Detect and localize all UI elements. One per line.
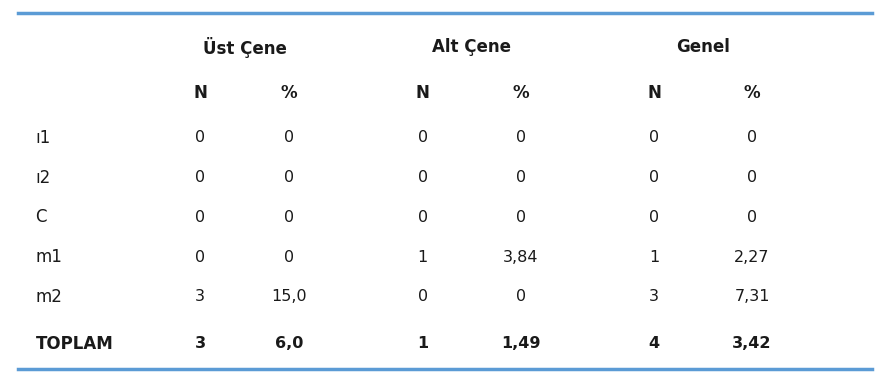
Text: Genel: Genel (676, 38, 730, 56)
Text: 0: 0 (284, 210, 295, 225)
Text: 15,0: 15,0 (271, 289, 307, 304)
Text: 0: 0 (515, 170, 526, 185)
Text: Üst Çene: Üst Çene (203, 37, 287, 58)
Text: N: N (647, 84, 661, 102)
Text: 0: 0 (417, 130, 428, 146)
Text: 3,42: 3,42 (732, 336, 772, 352)
Text: 0: 0 (195, 249, 206, 265)
Text: 0: 0 (284, 130, 295, 146)
Text: 3: 3 (195, 336, 206, 352)
Text: 0: 0 (515, 289, 526, 304)
Text: 0: 0 (515, 210, 526, 225)
Text: 1: 1 (417, 336, 428, 352)
Text: 4: 4 (649, 336, 659, 352)
Text: Alt Çene: Alt Çene (433, 38, 511, 56)
Text: 0: 0 (417, 289, 428, 304)
Text: 3,84: 3,84 (503, 249, 538, 265)
Text: 1,49: 1,49 (501, 336, 540, 352)
Text: ı1: ı1 (36, 129, 51, 147)
Text: %: % (281, 84, 297, 102)
Text: 7,31: 7,31 (734, 289, 770, 304)
Text: TOPLAM: TOPLAM (36, 335, 113, 353)
Text: 0: 0 (747, 210, 757, 225)
Text: 3: 3 (649, 289, 659, 304)
Text: 2,27: 2,27 (734, 249, 770, 265)
Text: 0: 0 (417, 170, 428, 185)
Text: 1: 1 (417, 249, 428, 265)
Text: 6,0: 6,0 (275, 336, 303, 352)
Text: 0: 0 (284, 170, 295, 185)
Text: %: % (744, 84, 760, 102)
Text: 0: 0 (195, 210, 206, 225)
Text: C: C (36, 208, 47, 226)
Text: 0: 0 (515, 130, 526, 146)
Text: 3: 3 (195, 289, 206, 304)
Text: 0: 0 (284, 249, 295, 265)
Text: N: N (416, 84, 430, 102)
Text: m1: m1 (36, 248, 62, 266)
Text: ı2: ı2 (36, 169, 51, 187)
Text: 0: 0 (747, 130, 757, 146)
Text: 0: 0 (649, 130, 659, 146)
Text: N: N (193, 84, 207, 102)
Text: 0: 0 (195, 130, 206, 146)
Text: 0: 0 (417, 210, 428, 225)
Text: %: % (513, 84, 529, 102)
Text: 1: 1 (649, 249, 659, 265)
Text: 0: 0 (195, 170, 206, 185)
Text: 0: 0 (649, 170, 659, 185)
Text: 0: 0 (747, 170, 757, 185)
Text: 0: 0 (649, 210, 659, 225)
Text: m2: m2 (36, 288, 62, 306)
